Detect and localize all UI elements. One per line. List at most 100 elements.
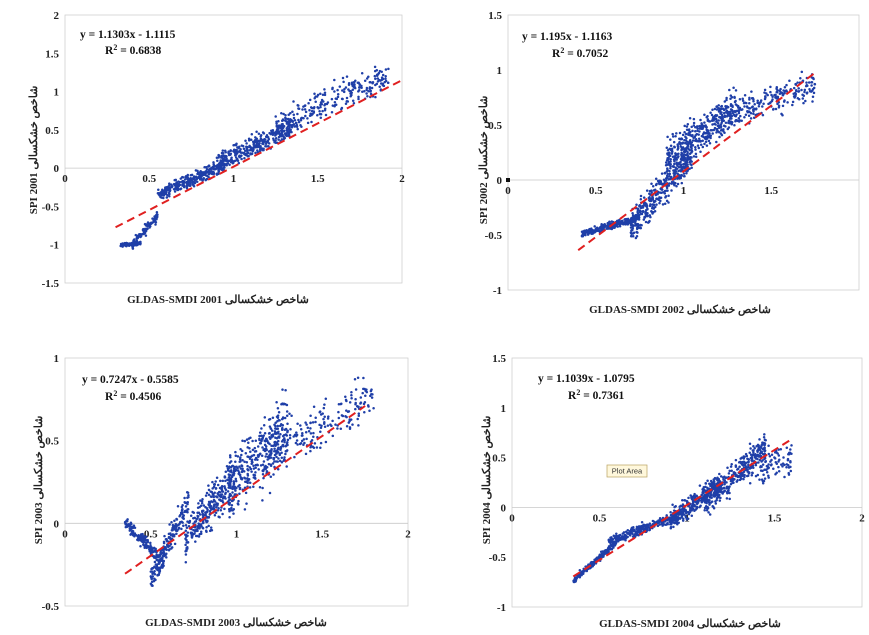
data-point <box>584 233 587 237</box>
data-point <box>331 104 335 107</box>
data-point <box>708 503 711 506</box>
data-point <box>308 114 312 118</box>
data-point <box>750 474 754 477</box>
data-point <box>694 155 698 158</box>
data-point <box>186 547 189 550</box>
data-point <box>750 96 754 100</box>
data-point <box>183 496 186 500</box>
data-point <box>586 233 590 236</box>
data-point <box>705 501 708 505</box>
data-point <box>258 485 262 489</box>
data-point <box>153 565 156 569</box>
data-point <box>370 86 374 90</box>
data-point <box>750 106 754 109</box>
data-point <box>658 179 661 182</box>
data-point <box>223 485 226 488</box>
data-point <box>162 540 166 544</box>
data-point <box>724 121 728 125</box>
data-point <box>666 152 669 156</box>
data-point <box>681 141 685 145</box>
data-point <box>321 93 325 96</box>
data-point <box>128 529 132 532</box>
data-point <box>680 514 684 518</box>
data-point <box>728 485 731 488</box>
data-point <box>803 88 807 92</box>
data-point <box>248 145 252 149</box>
data-point <box>605 227 609 231</box>
data-point <box>726 491 729 495</box>
data-point <box>185 535 188 538</box>
y-tick-label: -1 <box>497 602 506 614</box>
data-point <box>165 196 169 199</box>
data-point <box>280 111 283 115</box>
data-point <box>285 410 289 413</box>
data-point <box>347 82 351 85</box>
data-point <box>726 466 729 470</box>
data-point <box>196 514 199 518</box>
data-point <box>302 438 306 441</box>
data-point <box>365 92 368 95</box>
data-point <box>600 226 603 229</box>
data-point <box>240 470 244 474</box>
data-point <box>730 463 733 466</box>
data-point <box>776 102 779 106</box>
data-point <box>274 136 278 140</box>
data-point <box>734 89 738 92</box>
data-point <box>280 124 283 128</box>
data-point <box>145 227 149 230</box>
origin-marker <box>506 178 510 182</box>
data-point <box>264 437 268 440</box>
data-point <box>650 182 653 186</box>
data-point <box>265 452 268 456</box>
data-point <box>228 474 232 477</box>
data-point <box>269 463 273 466</box>
data-point <box>350 397 353 400</box>
data-point <box>236 157 239 161</box>
data-point <box>764 460 768 463</box>
data-point <box>131 530 135 533</box>
data-point <box>342 90 346 94</box>
data-point <box>718 472 721 476</box>
plot-area-callout-text: Plot Area <box>612 467 643 476</box>
data-point <box>305 437 308 441</box>
data-point <box>295 121 298 125</box>
data-point <box>734 99 737 103</box>
y-axis-label: SPI 2003 شاخص خشکسالی <box>33 416 45 545</box>
regression-equation: y = 1.1303x - 1.1115 <box>80 29 176 41</box>
r-squared-label: R2 = 0.6838 <box>105 43 161 58</box>
data-point <box>221 160 224 163</box>
data-point <box>734 473 737 477</box>
data-point <box>312 110 316 113</box>
data-point <box>686 154 689 157</box>
data-point <box>254 450 258 453</box>
data-point <box>241 459 244 462</box>
data-point <box>729 465 733 468</box>
data-point <box>799 76 802 80</box>
data-point <box>701 488 704 491</box>
data-point <box>725 485 729 489</box>
data-point <box>718 493 721 497</box>
data-point <box>314 420 317 424</box>
data-point <box>608 540 611 544</box>
data-point <box>736 109 739 113</box>
data-point <box>722 478 725 481</box>
data-point <box>227 499 231 502</box>
data-point <box>685 160 689 164</box>
data-point <box>692 136 696 140</box>
data-point <box>694 152 698 156</box>
data-point <box>170 529 174 532</box>
data-point <box>125 525 129 528</box>
data-point <box>245 502 248 505</box>
data-point <box>696 129 699 132</box>
data-point <box>367 75 370 78</box>
data-point <box>695 125 699 128</box>
data-point <box>256 445 260 448</box>
data-point <box>277 419 281 422</box>
data-point <box>690 150 694 153</box>
data-point <box>699 150 702 154</box>
data-point <box>185 526 189 530</box>
data-point <box>238 145 241 149</box>
data-point <box>286 422 289 426</box>
data-point <box>759 465 763 468</box>
data-point <box>740 462 744 466</box>
